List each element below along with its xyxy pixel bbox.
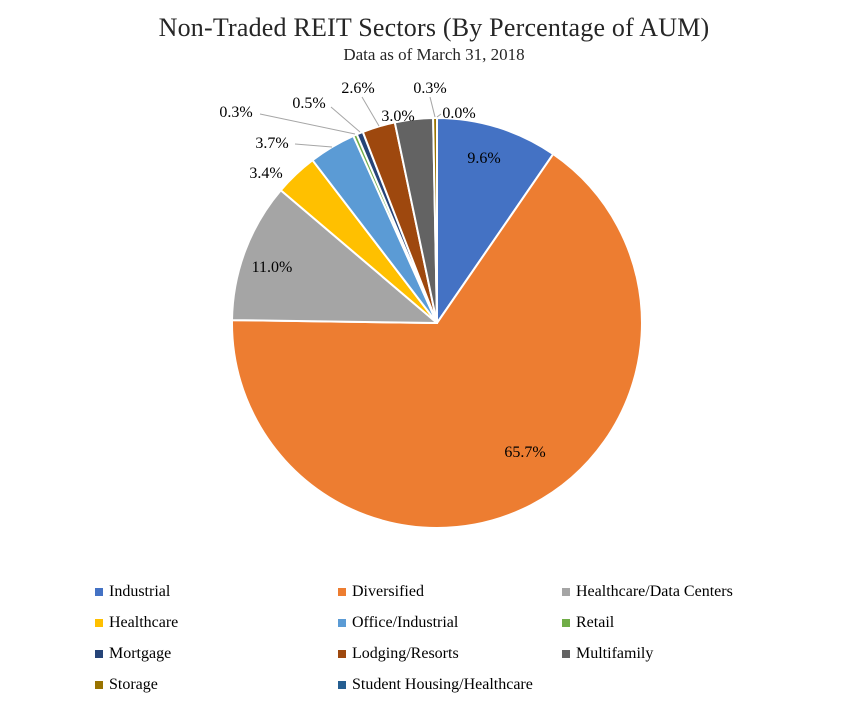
legend-swatch-storage bbox=[95, 680, 103, 689]
legend-swatch-diversified bbox=[338, 587, 346, 596]
legend-label-mortgage: Mortgage bbox=[109, 644, 172, 662]
legend-item-diversified: Diversified bbox=[338, 582, 562, 601]
legend-swatch-multifamily bbox=[562, 649, 570, 658]
legend-label-industrial: Industrial bbox=[109, 582, 171, 600]
legend-label-lodging-resorts: Lodging/Resorts bbox=[352, 644, 459, 662]
data-label-industrial: 9.6% bbox=[467, 150, 500, 167]
chart-legend: Industrial Diversified Healthcare/Data Cen… bbox=[95, 582, 795, 694]
legend-label-office-industrial: Office/Industrial bbox=[352, 613, 459, 631]
legend-swatch-healthcare bbox=[95, 618, 103, 627]
pie-slice-healthcare-data-centers bbox=[231, 189, 438, 324]
leader-line-office-industrial bbox=[294, 143, 333, 148]
legend-label-healthcare: Healthcare bbox=[109, 613, 179, 631]
legend-item-office-industrial: Office/Industrial bbox=[338, 613, 562, 632]
leader-line-mortgage bbox=[330, 106, 361, 133]
legend-item-healthcare-data-centers: Healthcare/Data Centers bbox=[562, 582, 795, 601]
data-label-student-housing-healthcare: 0.0% bbox=[442, 105, 475, 122]
legend-swatch-industrial bbox=[95, 587, 103, 596]
data-label-storage: 0.3% bbox=[413, 80, 446, 97]
legend-item-storage: Storage bbox=[95, 675, 338, 694]
data-label-mortgage: 0.5% bbox=[292, 95, 325, 112]
pie-slice-storage bbox=[432, 116, 438, 324]
data-label-healthcare: 3.4% bbox=[249, 165, 282, 182]
legend-swatch-lodging-resorts bbox=[338, 649, 346, 658]
legend-item-mortgage: Mortgage bbox=[95, 644, 338, 663]
legend-swatch-mortgage bbox=[95, 649, 103, 658]
legend-label-retail: Retail bbox=[576, 613, 615, 631]
legend-label-diversified: Diversified bbox=[352, 582, 424, 600]
leader-line-lodging-resorts bbox=[361, 96, 380, 127]
legend-item-healthcare: Healthcare bbox=[95, 613, 338, 632]
leader-line-storage bbox=[429, 96, 436, 118]
legend-item-student-housing-healthcare: Student Housing/Healthcare bbox=[338, 675, 562, 694]
data-label-healthcare-data-centers: 11.0% bbox=[252, 259, 293, 276]
legend-item-multifamily: Multifamily bbox=[562, 644, 795, 663]
data-label-diversified: 65.7% bbox=[504, 444, 545, 461]
legend-swatch-office-industrial bbox=[338, 618, 346, 627]
legend-label-student-housing-healthcare: Student Housing/Healthcare bbox=[352, 675, 533, 693]
legend-item-lodging-resorts: Lodging/Resorts bbox=[338, 644, 562, 663]
legend-swatch-student-housing-healthcare bbox=[338, 680, 346, 689]
legend-swatch-healthcare-data-centers bbox=[562, 587, 570, 596]
legend-item-retail: Retail bbox=[562, 613, 795, 632]
data-label-office-industrial: 3.7% bbox=[255, 135, 288, 152]
chart-subtitle: Data as of March 31, 2018 bbox=[343, 45, 525, 64]
legend-label-storage: Storage bbox=[109, 675, 158, 693]
legend-label-healthcare-data-centers: Healthcare/Data Centers bbox=[576, 582, 733, 600]
legend-label-multifamily: Multifamily bbox=[576, 644, 654, 662]
pie-slice-diversified bbox=[230, 153, 643, 529]
legend-swatch-retail bbox=[562, 618, 570, 627]
leader-line-student-housing-healthcare bbox=[436, 113, 442, 118]
data-label-multifamily: 3.0% bbox=[381, 108, 414, 125]
pie-slice-industrial bbox=[436, 117, 555, 324]
chart-title: Non-Traded REIT Sectors (By Percentage o… bbox=[158, 13, 710, 42]
data-label-lodging-resorts: 2.6% bbox=[341, 80, 374, 97]
leader-line-retail bbox=[259, 113, 356, 135]
legend-item-industrial: Industrial bbox=[95, 582, 338, 601]
data-label-retail: 0.3% bbox=[219, 104, 252, 121]
